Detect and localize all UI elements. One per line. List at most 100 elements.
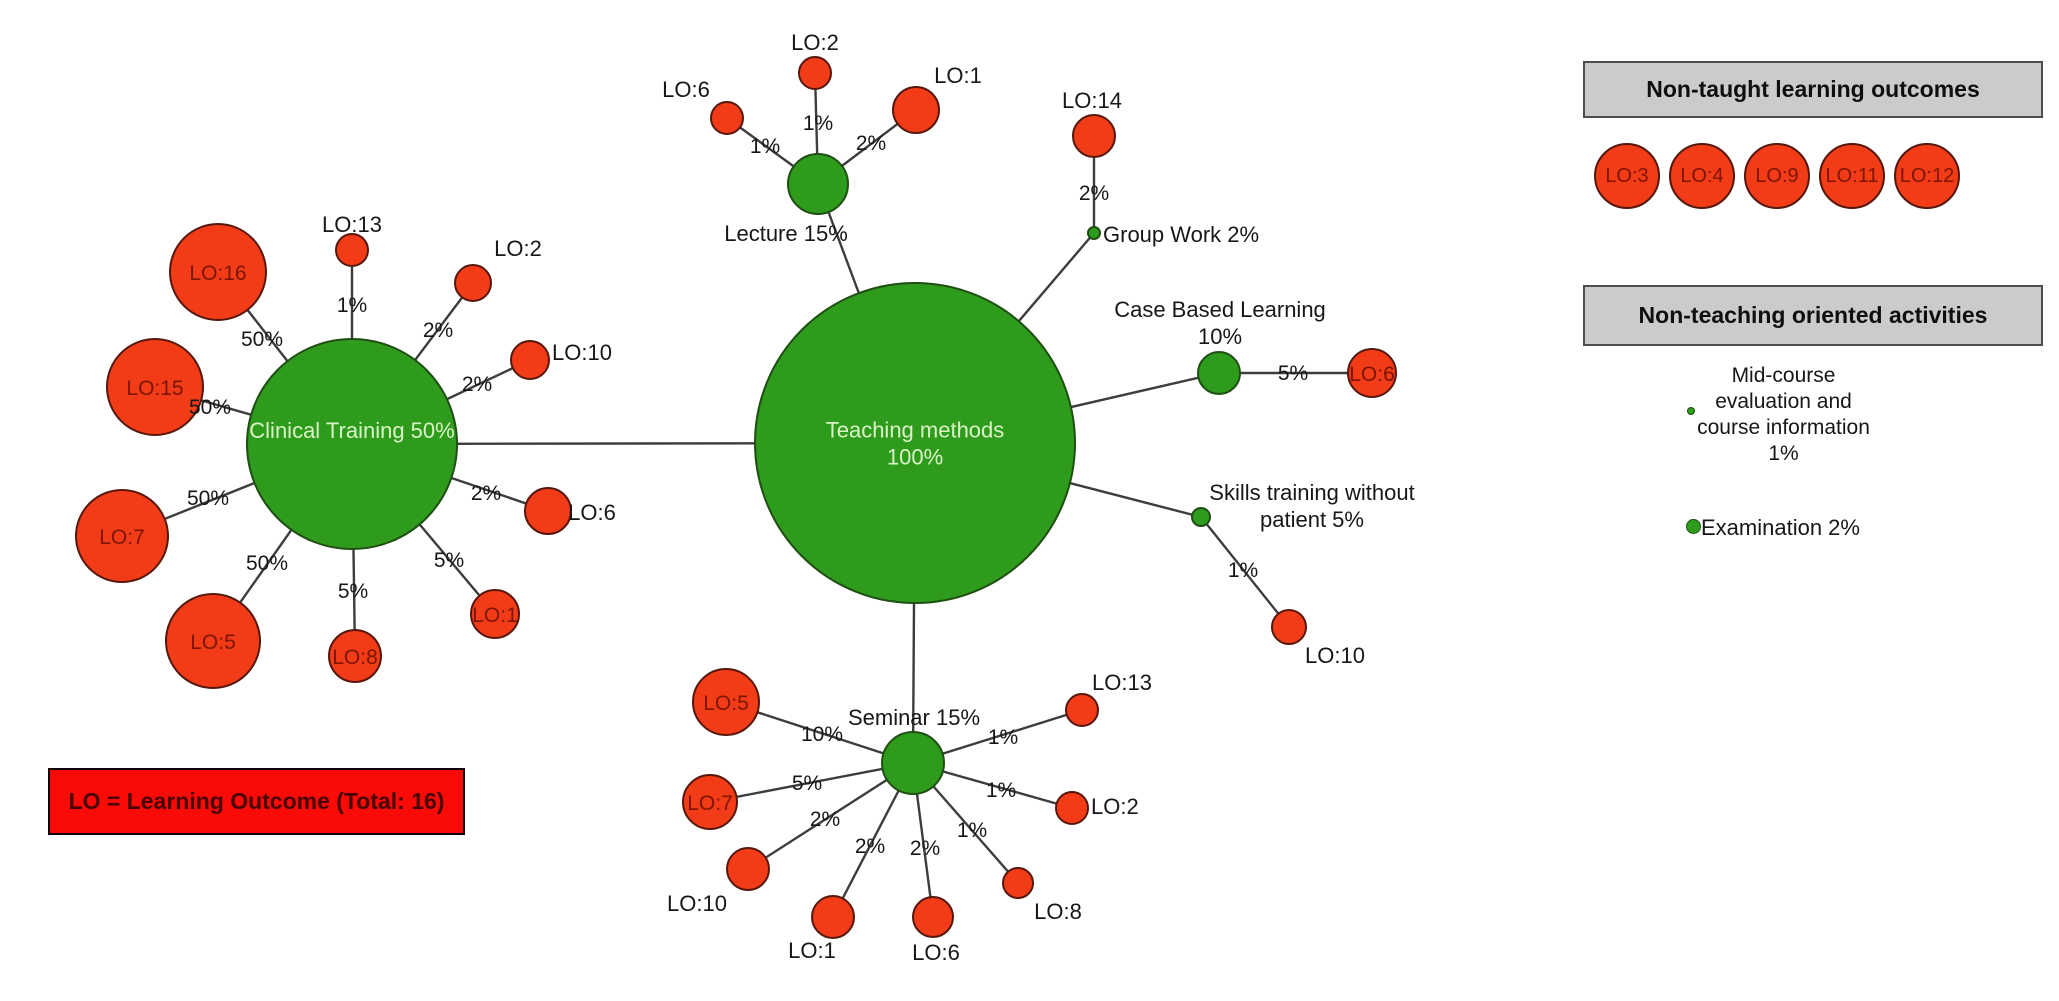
lo12-chip: LO:12 [1894, 143, 1960, 209]
midcourse-line-4: 1% [1768, 442, 1799, 465]
edge-weight-clinical-c-lo6: 2% [471, 482, 501, 505]
seminar-lo13-node [1065, 693, 1099, 727]
clinical-lo16-label: LO:16 [189, 262, 246, 285]
edge-weight-seminar-m-lo5: 10% [801, 723, 843, 746]
clinical-lo10-node [510, 340, 550, 380]
skills-training-without-patient-label: Skills training without patient 5% [1209, 480, 1414, 532]
examination-dot-icon [1686, 519, 1701, 534]
lecture-node [787, 153, 849, 215]
teaching-methods-node [754, 282, 1076, 604]
skills-training-without-patient-node [1191, 507, 1211, 527]
skills-lo10-label: LO:10 [1305, 643, 1365, 668]
clinical-lo13-label: LO:13 [322, 212, 382, 237]
non-teaching-legend-title: Non-teaching oriented activities [1583, 285, 2043, 346]
seminar-lo8-label: LO:8 [1034, 899, 1082, 924]
teaching-methods-label: Teaching methods 100% [826, 418, 1005, 470]
midcourse-line-2: evaluation and [1715, 390, 1852, 413]
clinical-lo1-node [470, 589, 520, 639]
midcourse-dot-icon [1687, 407, 1695, 415]
seminar-lo1-node [811, 895, 855, 939]
seminar-node [881, 731, 945, 795]
group-work-node [1087, 226, 1101, 240]
edge-weight-seminar-m-lo2: 1% [986, 779, 1016, 802]
edge-seminar-m-lo7 [709, 761, 914, 804]
clinical-lo2-node [454, 264, 492, 302]
clinical-lo7-label: LO:7 [99, 526, 145, 549]
edge-weight-clinical-c-lo5: 50% [246, 552, 288, 575]
lecture-lo6-label: LO:6 [662, 77, 710, 102]
labels-layer: Teaching methods 100% Clinical Training 50… [99, 30, 1414, 965]
clinical-lo16-node [169, 223, 267, 321]
seminar-lo1-label: LO:1 [788, 938, 836, 963]
clinical-lo13-node [335, 233, 369, 267]
edge-weight-lecture-l-lo6: 1% [750, 135, 780, 158]
edge-weight-clinical-c-lo2: 2% [423, 319, 453, 342]
edge-weight-clinical-c-lo10: 2% [462, 373, 492, 396]
lo-definition-box: LO = Learning Outcome (Total: 16) [48, 768, 465, 835]
cbl-lo6-node [1347, 348, 1397, 398]
skills-lo10-node [1271, 609, 1307, 645]
edge-weight-groupwork-g-lo14: 2% [1079, 182, 1109, 205]
edge-seminar-m-lo10 [747, 761, 914, 871]
non-taught-legend-title: Non-taught learning outcomes [1583, 61, 2043, 118]
seminar-lo6-node [912, 896, 954, 938]
seminar-lo10-node [726, 847, 770, 891]
groupwork-lo14-node [1072, 114, 1116, 158]
clinical-lo15-label: LO:15 [126, 377, 183, 400]
clinical-lo5-label: LO:5 [190, 631, 236, 654]
seminar-lo6-label: LO:6 [912, 940, 960, 965]
clinical-lo6-label: LO:6 [568, 500, 616, 525]
non-taught-lo-row: LO:3 LO:4 LO:9 LO:11 LO:12 [1594, 143, 1960, 209]
edge-weight-seminar-m-lo6: 2% [910, 837, 940, 860]
lo4-chip: LO:4 [1669, 143, 1735, 209]
lecture-lo2-label: LO:2 [791, 30, 839, 55]
midcourse-line-1: Mid-course [1731, 364, 1836, 387]
edge-weight-clinical-c-lo1: 5% [434, 549, 464, 572]
seminar-lo2-node [1055, 791, 1089, 825]
seminar-label: Seminar 15% [848, 705, 980, 730]
lo11-chip: LO:11 [1819, 143, 1885, 209]
clinical-lo5-node [165, 593, 261, 689]
clinical-training-label: Clinical Training 50% [249, 418, 454, 443]
edge-weight-seminar-m-lo8: 1% [957, 819, 987, 842]
clinical-training-node [246, 338, 458, 550]
case-based-learning-node [1197, 351, 1241, 395]
edge-weight-cbl-b-lo6: 5% [1278, 362, 1308, 385]
groupwork-lo14-label: LO:14 [1062, 88, 1122, 113]
nodes-layer [75, 56, 1397, 939]
midcourse-line-3: course information [1697, 416, 1870, 439]
edge-weight-seminar-m-lo1: 2% [855, 835, 885, 858]
group-work-label: Group Work 2% [1103, 222, 1259, 247]
case-based-learning-label: Case Based Learning 10% [1114, 297, 1326, 349]
clinical-lo2-label: LO:2 [494, 236, 542, 261]
clinical-lo8-node [328, 629, 382, 683]
seminar-lo5-label: LO:5 [703, 692, 749, 715]
lecture-lo6-node [710, 101, 744, 135]
lo3-chip: LO:3 [1594, 143, 1660, 209]
seminar-lo13-label: LO:13 [1092, 670, 1152, 695]
edge-weight-seminar-m-lo10: 2% [810, 808, 840, 831]
edge-weight-lecture-l-lo2: 1% [803, 112, 833, 135]
lecture-lo1-node [892, 86, 940, 134]
clinical-lo6-node [524, 487, 572, 535]
midcourse-label: Mid-course evaluation and course informa… [1661, 363, 1906, 467]
edge-weight-seminar-m-lo7: 5% [792, 772, 822, 795]
lecture-lo2-node [798, 56, 832, 90]
edge-weight-clinical-c-lo16: 50% [241, 328, 283, 351]
edge-weight-clinical-c-lo8: 5% [338, 580, 368, 603]
examination-label: Examination 2% [1701, 515, 1860, 540]
seminar-lo5-node [692, 668, 760, 736]
edge-skills-s-lo10 [1200, 516, 1290, 628]
edge-weight-clinical-c-lo7: 50% [187, 487, 229, 510]
edge-weight-clinical-c-lo15: 50% [189, 396, 231, 419]
clinical-lo1-label: LO:1 [472, 604, 518, 627]
edge-weight-seminar-m-lo13: 1% [988, 726, 1018, 749]
clinical-lo7-node [75, 489, 169, 583]
edge-weight-clinical-c-lo13: 1% [337, 294, 367, 317]
seminar-lo8-node [1002, 867, 1034, 899]
seminar-lo7-node [682, 774, 738, 830]
seminar-lo7-label: LO:7 [687, 792, 733, 815]
lo9-chip: LO:9 [1744, 143, 1810, 209]
